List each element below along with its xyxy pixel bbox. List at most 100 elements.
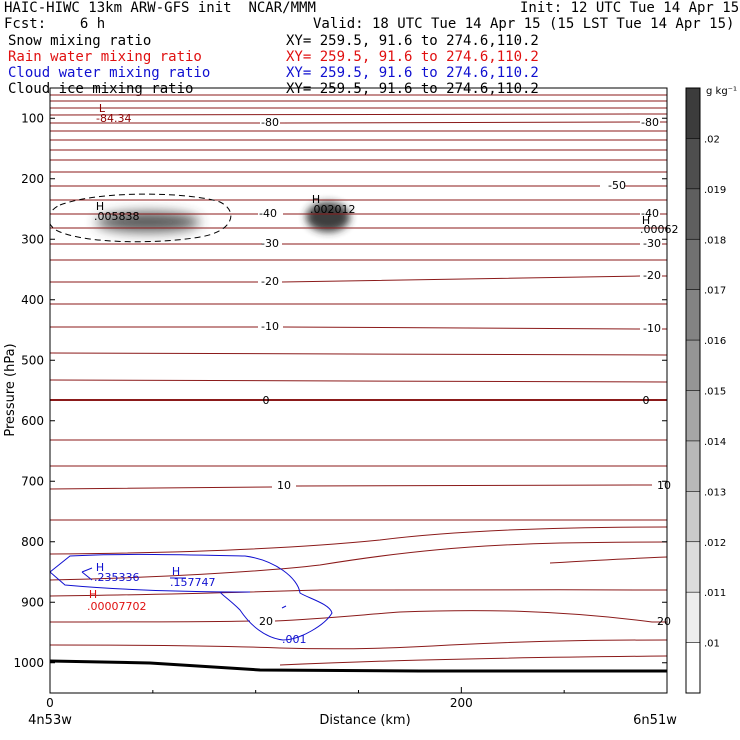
field-name-cloud-water: Cloud water mixing ratio <box>8 65 211 81</box>
temperature-label: -10 <box>261 320 279 333</box>
x-axis: 0 200 <box>46 687 668 710</box>
extremum-value: .002012 <box>310 203 356 216</box>
colorbar-label: .011 <box>704 588 726 599</box>
snow-shading-left <box>96 212 200 232</box>
y-tick-label: 500 <box>21 353 44 367</box>
y-tick-label: 600 <box>21 414 44 428</box>
y-tick-label: 800 <box>21 535 44 549</box>
colorbar-swatch <box>686 592 700 644</box>
colorbar-swatch <box>686 188 700 240</box>
field-xy-snow: XY= 259.5, 91.6 to 274.6,110.2 <box>286 33 539 49</box>
temperature-label: -20 <box>643 269 661 282</box>
temperature-label: -50 <box>608 179 626 192</box>
x-tick-label: 0 <box>46 696 54 710</box>
temperature-label: 20 <box>657 615 671 628</box>
extremum-value: .235336 <box>94 571 140 584</box>
colorbar-swatch <box>686 239 700 291</box>
x-tick-label: 200 <box>450 696 473 710</box>
colorbar-label: .016 <box>704 336 726 347</box>
snow-shading-center <box>306 202 350 232</box>
y-tick-label: 1000 <box>13 656 44 670</box>
temperature-label: -80 <box>261 116 279 129</box>
colorbar-label: .015 <box>704 387 726 398</box>
extremum-value: -84.34 <box>96 112 131 125</box>
cloud-water-contours <box>50 553 333 641</box>
extremum-value: .00007702 <box>87 600 147 613</box>
colorbar: .02 .019 .018 .017 .016 .015 .014 .013 .012 .011.… <box>685 87 726 694</box>
valid-time: Valid: 18 UTC Tue 14 Apr 15 (15 LST Tue … <box>313 16 735 32</box>
model-title: HAIC-HIWC 13km ARW-GFS init <box>4 0 232 16</box>
colorbar-label: .01 <box>704 639 720 650</box>
temperature-contours <box>50 94 667 666</box>
colorbar-swatch <box>686 138 700 190</box>
y-tick-label: 200 <box>21 172 44 186</box>
colorbar-label: .012 <box>704 538 726 549</box>
temperature-label: -80 <box>641 116 659 129</box>
x-left-endpoint: 4n53w <box>28 713 72 728</box>
y-tick-label: 900 <box>21 595 44 609</box>
extremum-type: H <box>312 193 320 206</box>
temperature-labels: -80 -80 -50 -40 -40 -30 -30 -20 -20 -10 -10 0 0 10 10 2… <box>259 116 671 628</box>
extremum-type: H <box>172 565 180 578</box>
colorbar-swatch <box>686 541 700 593</box>
extremum-type: H <box>89 588 97 601</box>
colorbar-swatch <box>686 289 700 341</box>
org-label: NCAR/MMM <box>248 0 316 16</box>
field-name-snow: Snow mixing ratio <box>8 33 152 49</box>
colorbar-label: .014 <box>704 437 726 448</box>
y-tick-label: 700 <box>21 474 44 488</box>
temperature-label: -30 <box>643 237 661 250</box>
colorbar-swatch <box>686 491 700 543</box>
colorbar-label: .02 <box>704 134 720 145</box>
extremum-value: .00062 <box>640 223 679 236</box>
temperature-label: 10 <box>657 479 671 492</box>
colorbar-label: .017 <box>704 286 726 297</box>
field-xy-cloud-ice: XY= 259.5, 91.6 to 274.6,110.2 <box>286 81 539 97</box>
colorbar-unit: g kg⁻¹ <box>706 86 737 97</box>
forecast-value: 6 h <box>79 16 106 32</box>
colorbar-swatch <box>686 642 700 694</box>
y-tick-label: 400 <box>21 293 44 307</box>
temperature-label: -20 <box>261 275 279 288</box>
forecast-line: Fcst: 6 h <box>4 16 105 32</box>
colorbar-label: .019 <box>704 185 726 196</box>
colorbar-label: .018 <box>704 235 726 246</box>
surface-line <box>50 659 667 673</box>
extremum-value: .001 <box>282 633 307 646</box>
temperature-label: 10 <box>277 479 291 492</box>
y-tick-label: 100 <box>21 111 44 125</box>
temperature-label: -40 <box>259 207 277 220</box>
temperature-label: 20 <box>259 615 273 628</box>
x-axis-label: Distance (km) <box>319 713 410 728</box>
temperature-label: -30 <box>261 237 279 250</box>
colorbar-label: .013 <box>704 487 726 498</box>
colorbar-swatch <box>686 88 700 139</box>
field-name-rain: Rain water mixing ratio <box>8 49 202 65</box>
colorbar-swatch <box>686 340 700 391</box>
temperature-label: 0 <box>263 394 270 407</box>
extremum-type: L <box>99 102 106 115</box>
temperature-label: 0 <box>643 394 650 407</box>
extremum-type: H <box>96 561 104 574</box>
temperature-label: -40 <box>641 207 659 220</box>
extremum-type: H <box>96 200 104 213</box>
y-axis-label: Pressure (hPa) <box>3 343 18 436</box>
field-name-cloud-ice: Cloud ice mixing ratio <box>8 81 194 97</box>
field-xy-rain: XY= 259.5, 91.6 to 274.6,110.2 <box>286 49 539 65</box>
extremum-value: .005838 <box>94 210 140 223</box>
temperature-label: -10 <box>643 322 661 335</box>
colorbar-swatch <box>686 440 700 492</box>
forecast-label: Fcst: <box>4 16 47 32</box>
field-xy-cloud-water: XY= 259.5, 91.6 to 274.6,110.2 <box>286 65 539 81</box>
extremum-type: H <box>642 214 650 227</box>
colorbar-swatch <box>686 390 700 442</box>
y-tick-label: 300 <box>21 232 44 246</box>
extremum-value: .157747 <box>170 576 216 589</box>
cloud-ice-contour <box>50 193 232 243</box>
x-right-endpoint: 6n51w <box>633 713 677 728</box>
header-title-line: HAIC-HIWC 13km ARW-GFS init NCAR/MMM <box>4 0 316 16</box>
init-time: Init: 12 UTC Tue 14 Apr 15 <box>520 0 740 16</box>
